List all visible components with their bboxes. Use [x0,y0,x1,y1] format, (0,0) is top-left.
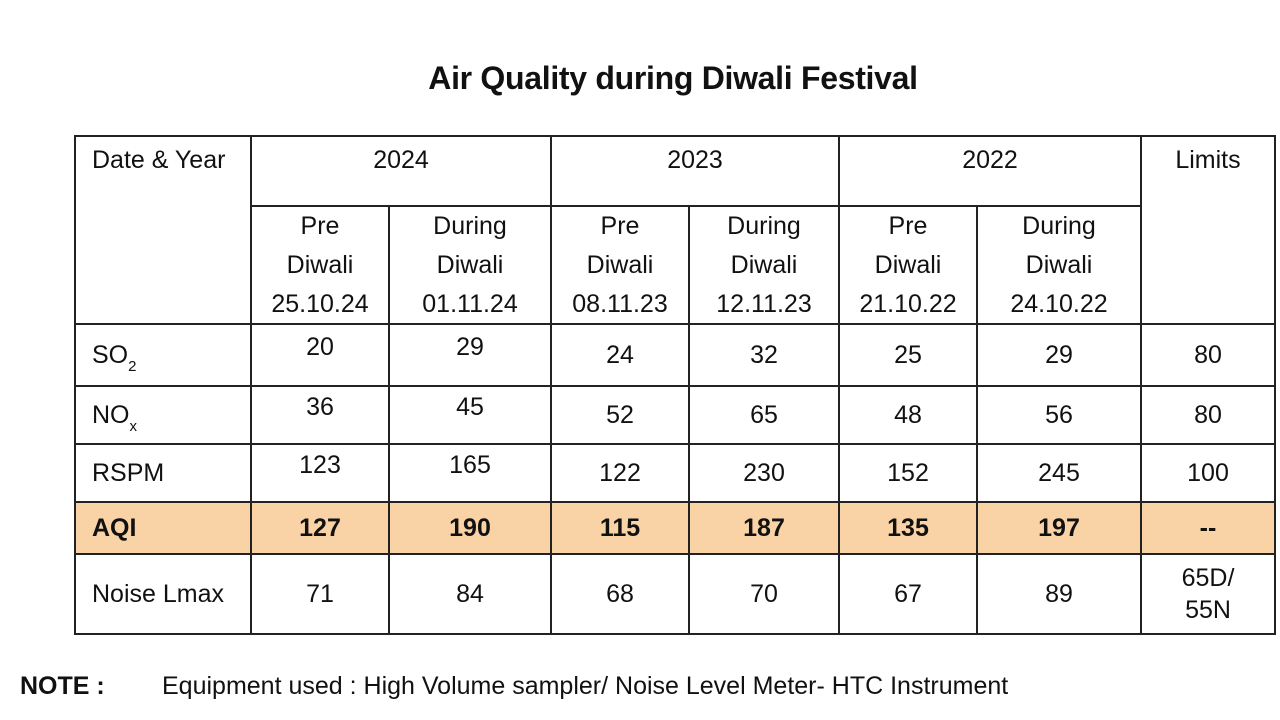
table-cell: 48 [838,385,978,446]
row-label: Noise Lmax [74,553,252,636]
table-row-rspm: RSPM 123 165 122 230 152 245 100 [74,443,1276,504]
table-cell: 230 [688,443,840,504]
table-row-aqi: AQI 127 190 115 187 135 197 -- [74,501,1276,556]
table-cell: 123 [250,443,390,504]
period-header: During Diwali 24.10.22 [976,204,1142,326]
date-year-header: Date & Year [74,134,252,326]
table-cell: 190 [388,501,552,556]
table-cell: 32 [688,323,840,388]
period-header: Pre Diwali 08.11.23 [550,204,690,326]
row-label: RSPM [74,443,252,504]
year-header-2022: 2022 [838,135,1142,207]
table-cell: 165 [388,443,552,504]
table-cell: 135 [838,501,978,556]
table-cell: 65 [688,385,840,446]
period-header: Pre Diwali 25.10.24 [250,204,390,326]
table-cell: 71 [250,553,390,636]
limit-cell: 80 [1140,323,1276,388]
table-cell: 127 [250,501,390,556]
page-title: Air Quality during Diwali Festival [428,60,918,96]
table-cell: 122 [550,443,690,504]
limit-cell: 65D/55N [1140,553,1276,636]
table-cell: 70 [688,553,840,636]
year-header-row: Date & Year 2024 2023 2022 Limits [74,134,1276,326]
table-cell: 84 [388,553,552,636]
table-cell: 45 [388,385,552,446]
row-label: NOx [74,385,252,446]
table-cell: 68 [550,553,690,636]
table-row-so2: SO2 20 29 24 32 25 29 80 [74,323,1276,388]
note-label: NOTE : [20,672,105,700]
limit-cell: 100 [1140,443,1276,504]
table-cell: 25 [838,323,978,388]
period-header: Pre Diwali 21.10.22 [838,204,978,326]
table-cell: 187 [688,501,840,556]
table-cell: 67 [838,553,978,636]
table-cell: 245 [976,443,1142,504]
table-cell: 56 [976,385,1142,446]
table-cell: 115 [550,501,690,556]
table-cell: 52 [550,385,690,446]
table-row-noise: Noise Lmax 71 84 68 70 67 89 65D/55N [74,553,1276,636]
limit-cell: 80 [1140,385,1276,446]
table-cell: 29 [976,323,1142,388]
note-text: Equipment used : High Volume sampler/ No… [162,672,1009,700]
table-cell: 152 [838,443,978,504]
period-header: During Diwali 01.11.24 [388,204,552,326]
year-header-2023: 2023 [550,135,840,207]
table-cell: 36 [250,385,390,446]
limit-cell: -- [1140,501,1276,556]
table-cell: 20 [250,323,390,388]
table-cell: 197 [976,501,1142,556]
table-cell: 29 [388,323,552,388]
table-cell: 89 [976,553,1142,636]
limits-header: Limits [1140,134,1276,326]
row-label: SO2 [74,323,252,388]
air-quality-table: Date & Year 2024 2023 2022 Limits Pre Diw… [74,134,1276,636]
period-header: During Diwali 12.11.23 [688,204,840,326]
table-row-nox: NOx 36 45 52 65 48 56 80 [74,385,1276,446]
row-label: AQI [74,501,252,556]
year-header-2024: 2024 [250,135,552,207]
table-cell: 24 [550,323,690,388]
period-header-row: Pre Diwali 25.10.24 During Diwali 01.11.24 P… [75,204,1275,326]
